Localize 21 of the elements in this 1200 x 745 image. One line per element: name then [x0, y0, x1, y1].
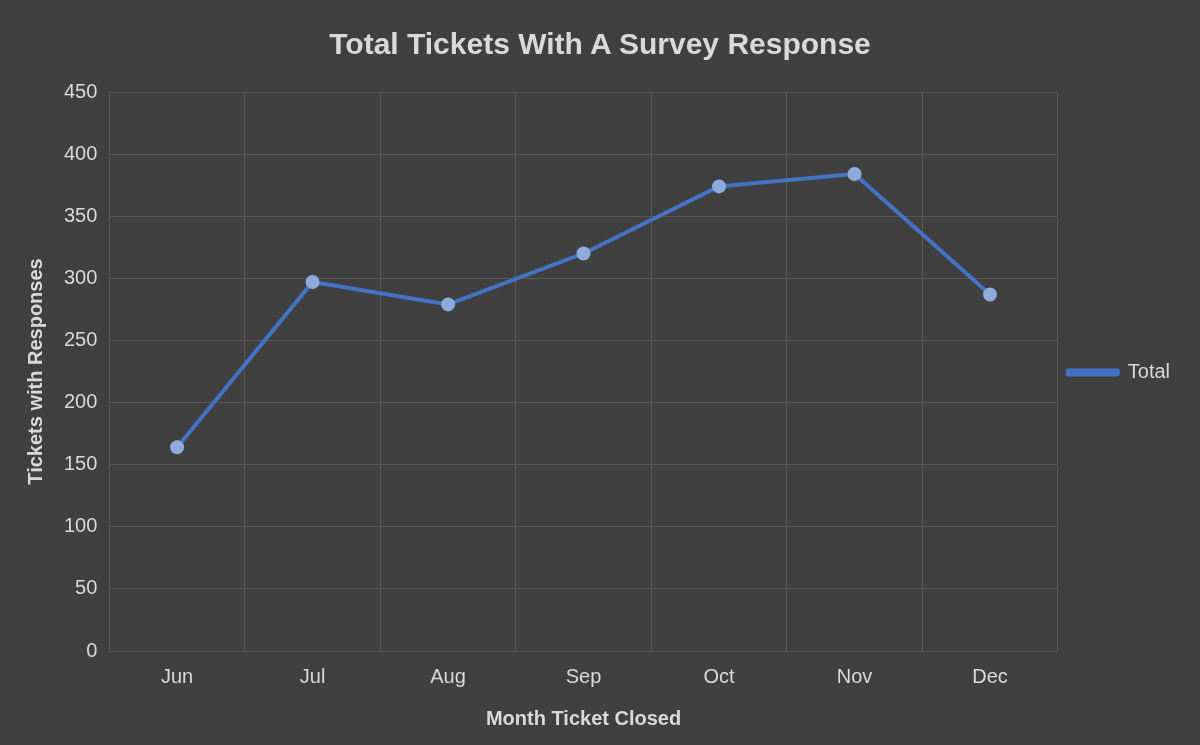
x-tick-label: Dec — [972, 664, 1008, 687]
y-tick-label: 300 — [63, 265, 98, 288]
x-tick-label: Jul — [299, 664, 326, 687]
x-tick-label: Sep — [565, 664, 602, 687]
y-axis-title: Tickets with Responses — [23, 258, 46, 485]
y-tick-label: 200 — [63, 390, 98, 413]
y-tick-label: 350 — [63, 203, 98, 226]
y-tick-label: 100 — [63, 514, 98, 537]
y-tick-label: 50 — [75, 576, 98, 599]
legend-label: Total — [1127, 360, 1170, 383]
y-tick-label: 400 — [63, 141, 98, 164]
x-tick-label: Aug — [430, 664, 466, 687]
y-tick-label: 250 — [63, 327, 98, 350]
chart-title: Total Tickets With A Survey Response — [329, 27, 871, 61]
x-tick-label: Nov — [836, 664, 873, 687]
y-tick-label: 0 — [86, 638, 98, 661]
x-tick-label: Jun — [160, 664, 194, 687]
x-tick-label: Oct — [703, 664, 736, 687]
y-tick-label: 450 — [63, 79, 98, 102]
x-axis-title: Month Ticket Closed — [485, 706, 682, 729]
y-tick-label: 150 — [63, 452, 98, 475]
